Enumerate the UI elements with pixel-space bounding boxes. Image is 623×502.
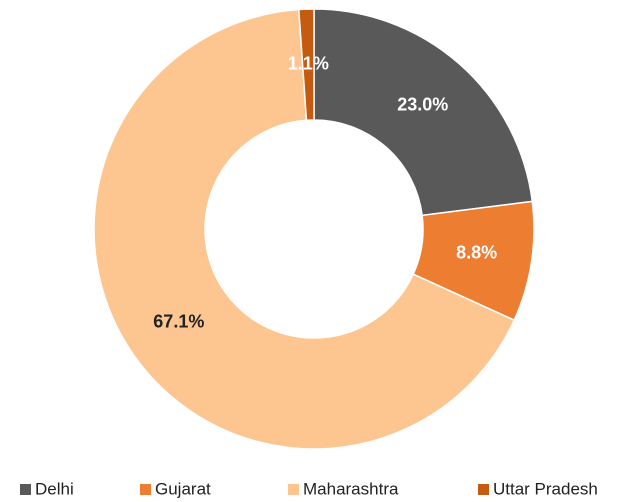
data-label: 23.0% <box>397 94 448 114</box>
slice <box>313 8 534 217</box>
legend-swatch <box>288 484 299 495</box>
data-label: 8.8% <box>456 242 497 262</box>
data-label: 67.1% <box>153 311 204 331</box>
legend-swatch <box>140 484 151 495</box>
legend-label: Gujarat <box>155 479 211 498</box>
legend-label: Uttar Pradesh <box>493 479 598 498</box>
data-label: 1.1% <box>288 53 329 73</box>
legend-label: Delhi <box>35 479 74 498</box>
slice <box>298 8 315 122</box>
slice <box>93 8 516 450</box>
legend-swatch <box>478 484 489 495</box>
legend-label: Maharashtra <box>303 479 399 498</box>
legend-swatch <box>20 484 31 495</box>
